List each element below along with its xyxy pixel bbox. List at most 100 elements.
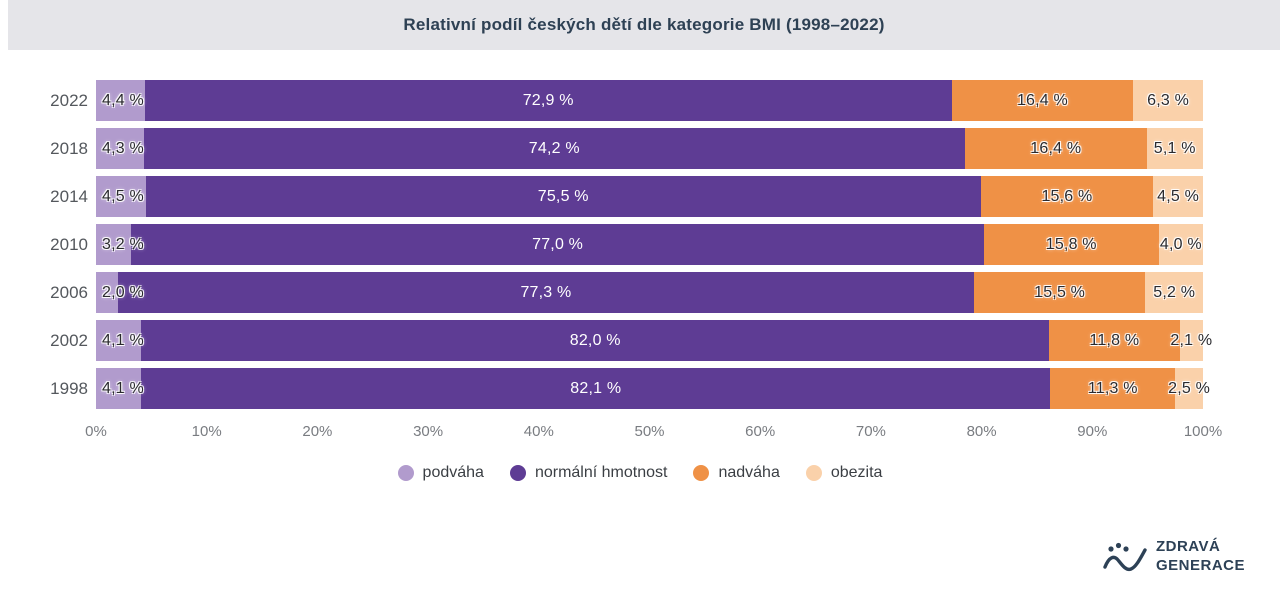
value-label-nadvaha: 16,4 % — [1016, 91, 1068, 109]
chart-row-2002: 2002 4,1 % 82,0 % 11,8 % 2,1 % — [0, 320, 1212, 361]
legend-item-nadvaha: nadváha — [693, 464, 780, 482]
logo-text: ZDRAVÁ GENERACE — [1156, 538, 1245, 576]
legend-item-obezita: obezita — [805, 464, 883, 482]
chart-legend: podváha normální hmotnost nadváha obezita — [0, 464, 1280, 482]
value-label-podvaha: 4,5 % — [102, 187, 144, 205]
bar-segment-podvaha: 3,2 % — [96, 224, 144, 265]
chart-row-2018: 2018 4,3 % 74,2 % 16,4 % 5,1 % — [0, 128, 1203, 169]
bar-segment-normalni-hmotnost: 75,5 % — [145, 176, 981, 217]
bar-chart: 2022 4,4 % 72,9 % 16,4 % 6,3 % 2018 4,3 % 74,2 … — [0, 80, 1212, 409]
bar-segment-nadvaha: 11,8 % — [1049, 320, 1180, 361]
value-label-normalni-hmotnost: 82,1 % — [570, 379, 622, 397]
legend-label: obezita — [830, 464, 883, 481]
bar-segment-obezita: 4,0 % — [1158, 224, 1203, 265]
value-label-nadvaha: 11,8 % — [1089, 331, 1140, 349]
value-label-normalni-hmotnost: 77,3 % — [520, 283, 572, 301]
bar-segment-normalni-hmotnost: 77,0 % — [131, 224, 984, 265]
bar-segment-normalni-hmotnost: 72,9 % — [144, 80, 952, 121]
x-tick-label: 10% — [191, 423, 222, 440]
chart-row-1998: 1998 4,1 % 82,1 % 11,3 % 2,5 % — [0, 368, 1210, 409]
x-tick-label: 40% — [523, 423, 554, 440]
bar-segment-obezita: 2,1 % — [1170, 320, 1212, 361]
x-tick-label: 60% — [745, 423, 776, 440]
legend-item-podvaha: podváha — [397, 464, 484, 482]
value-label-nadvaha: 15,8 % — [1045, 235, 1097, 253]
chart-row-2006: 2006 2,0 % 77,3 % 15,5 % 5,2 % — [0, 272, 1203, 313]
value-label-podvaha: 3,2 % — [102, 235, 144, 253]
year-label: 2002 — [50, 331, 88, 350]
stacked-bar: 4,3 % 74,2 % 16,4 % 5,1 % — [96, 128, 1203, 169]
bar-segment-nadvaha: 15,6 % — [980, 176, 1154, 217]
x-tick-label: 30% — [413, 423, 444, 440]
bar-segment-podvaha: 4,3 % — [96, 128, 144, 169]
value-label-obezita: 4,0 % — [1159, 235, 1202, 253]
legend-label: podváha — [422, 464, 484, 481]
bar-segment-nadvaha: 15,5 % — [973, 272, 1146, 313]
x-tick-label: 50% — [634, 423, 665, 440]
value-label-nadvaha: 16,4 % — [1030, 139, 1082, 157]
value-label-nadvaha: 15,6 % — [1041, 187, 1093, 205]
legend-dot-icon — [693, 465, 710, 481]
value-label-obezita: 2,5 % — [1168, 379, 1211, 397]
year-label: 2010 — [50, 235, 88, 254]
value-label-podvaha: 4,3 % — [102, 139, 144, 157]
value-label-obezita: 5,2 % — [1153, 283, 1196, 301]
value-label-nadvaha: 15,5 % — [1034, 283, 1086, 301]
stacked-bar: 4,4 % 72,9 % 16,4 % 6,3 % — [96, 80, 1203, 121]
wave-icon — [1103, 542, 1147, 572]
title-band: Relativní podíl českých dětí dle kategor… — [8, 0, 1280, 50]
year-label: 2022 — [50, 91, 88, 110]
value-label-podvaha: 4,1 % — [102, 379, 144, 397]
value-label-normalni-hmotnost: 77,0 % — [532, 235, 584, 253]
logo-line1: ZDRAVÁ — [1155, 538, 1221, 555]
value-label-obezita: 6,3 % — [1147, 91, 1190, 109]
x-tick-label: 70% — [855, 423, 886, 440]
x-tick-label: 90% — [1077, 423, 1108, 440]
x-tick-label: 80% — [966, 423, 997, 440]
year-label: 2006 — [50, 283, 88, 302]
x-tick-label: 0% — [85, 423, 107, 440]
bar-segment-podvaha: 4,1 % — [96, 320, 144, 361]
bar-segment-obezita: 2,5 % — [1168, 368, 1210, 409]
bar-segment-normalni-hmotnost: 82,0 % — [141, 320, 1050, 361]
bar-segment-podvaha: 2,0 % — [96, 272, 144, 313]
value-label-podvaha: 4,1 % — [102, 331, 144, 349]
bar-segment-nadvaha: 16,4 % — [964, 128, 1147, 169]
bar-segment-obezita: 5,2 % — [1145, 272, 1203, 313]
stacked-bar: 4,1 % 82,0 % 11,8 % 2,1 % — [96, 320, 1212, 361]
year-label: 1998 — [50, 379, 88, 398]
legend-dot-icon — [805, 465, 822, 481]
year-label: 2018 — [50, 139, 88, 158]
bar-segment-obezita: 6,3 % — [1133, 80, 1203, 121]
bar-segment-podvaha: 4,4 % — [96, 80, 145, 121]
logo-line2: GENERACE — [1155, 556, 1245, 574]
value-label-normalni-hmotnost: 72,9 % — [522, 91, 574, 109]
value-label-obezita: 5,1 % — [1153, 139, 1196, 157]
x-axis: 0% 10% 20% 30% 40% 50% 60% 70% 80% 90% 100% — [85, 423, 1222, 445]
value-label-normalni-hmotnost: 82,0 % — [569, 331, 621, 349]
stacked-bar: 2,0 % 77,3 % 15,5 % 5,2 % — [96, 272, 1203, 313]
x-tick-label: 20% — [302, 423, 333, 440]
value-label-normalni-hmotnost: 74,2 % — [528, 139, 580, 157]
chart-title: Relativní podíl českých dětí dle kategor… — [403, 15, 885, 34]
bar-segment-normalni-hmotnost: 74,2 % — [143, 128, 965, 169]
value-label-podvaha: 2,0 % — [102, 283, 144, 301]
stacked-bar: 4,5 % 75,5 % 15,6 % 4,5 % — [96, 176, 1203, 217]
bar-segment-normalni-hmotnost: 82,1 % — [141, 368, 1051, 409]
legend-dot-icon — [509, 465, 526, 481]
bar-segment-nadvaha: 16,4 % — [951, 80, 1134, 121]
zdrava-generace-logo: ZDRAVÁ GENERACE — [1102, 538, 1245, 578]
value-label-podvaha: 4,4 % — [102, 91, 144, 109]
bar-segment-podvaha: 4,5 % — [96, 176, 146, 217]
legend-dot-icon — [397, 465, 414, 481]
stacked-bar: 3,2 % 77,0 % 15,8 % 4,0 % — [96, 224, 1203, 265]
bar-segment-normalni-hmotnost: 77,3 % — [118, 272, 974, 313]
year-label: 2014 — [50, 187, 88, 206]
legend-item-normalni-hmotnost: normální hmotnost — [509, 464, 667, 482]
chart-row-2010: 2010 3,2 % 77,0 % 15,8 % 4,0 % — [0, 224, 1203, 265]
value-label-nadvaha: 11,3 % — [1087, 379, 1138, 397]
legend-label: nadváha — [718, 464, 780, 481]
chart-row-2022: 2022 4,4 % 72,9 % 16,4 % 6,3 % — [0, 80, 1203, 121]
value-label-obezita: 2,1 % — [1170, 331, 1213, 349]
